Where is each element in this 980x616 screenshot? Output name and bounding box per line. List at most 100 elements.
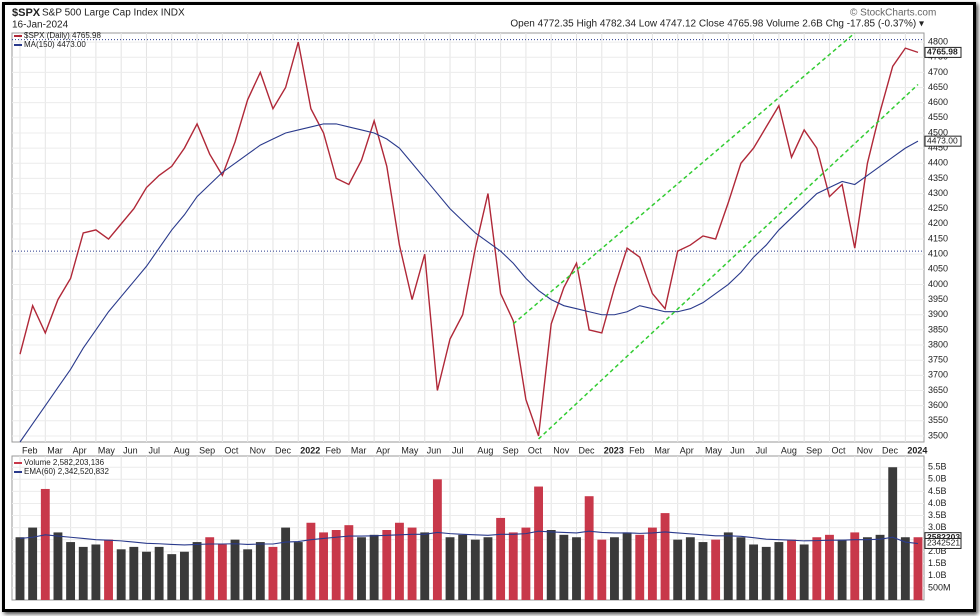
volume-bar — [357, 537, 366, 600]
x-tick-label: Dec — [579, 445, 596, 455]
volume-bar — [142, 551, 151, 600]
volume-bar — [255, 542, 265, 600]
index-name: S&P 500 Large Cap Index INDX — [42, 8, 185, 19]
volume-bar — [711, 539, 721, 600]
volume-bar — [167, 554, 177, 600]
y-tick-label: 3750 — [928, 355, 948, 365]
y-tick-label: 4450 — [928, 143, 948, 153]
price-panel — [11, 32, 925, 443]
y-tick-label: 4700 — [928, 67, 948, 77]
x-tick-label: Dec — [275, 445, 292, 455]
x-tick-label: Mar — [47, 445, 63, 455]
volume-bar — [243, 549, 253, 600]
x-tick-label: Sep — [199, 445, 215, 455]
x-tick-label: Jul — [452, 445, 464, 455]
y-tick-label: 500M — [928, 582, 951, 592]
y-tick-label: 3950 — [928, 294, 948, 304]
x-tick-label: Oct — [224, 445, 239, 455]
watermark: © StockCharts.com — [850, 8, 936, 19]
volume-bar — [382, 530, 392, 600]
y-tick-label: 4500 — [928, 127, 948, 137]
x-tick-label: Aug — [781, 445, 797, 455]
series-line — [19, 41, 919, 437]
y-tick-label: 3500 — [928, 430, 948, 440]
volume-bar — [660, 513, 670, 600]
volume-bar — [610, 537, 619, 600]
axis-tag — [924, 135, 962, 147]
x-tick-label: Mar — [654, 445, 670, 455]
y-tick-label: 4.0B — [928, 498, 947, 508]
volume-bar — [268, 546, 278, 600]
volume-bar — [91, 544, 101, 600]
y-tick-label: 3550 — [928, 415, 948, 425]
volume-bar — [445, 537, 455, 600]
y-tick-label: 3850 — [928, 324, 948, 334]
volume-bar — [129, 546, 139, 600]
axis-tag-label: 2582203 — [927, 532, 960, 542]
y-tick-label: 4400 — [928, 158, 948, 168]
legend-entry: EMA(60) 2,342,520,832 — [24, 467, 109, 476]
volume-bar — [420, 532, 430, 600]
volume-bar — [787, 539, 796, 600]
y-tick-label: 3650 — [928, 385, 948, 395]
volume-bar — [723, 532, 733, 600]
legend-entry: Volume 2,582,203,136 — [24, 458, 105, 467]
volume-bar — [572, 537, 581, 600]
y-tick-label: 4050 — [928, 264, 948, 274]
symbol: $SPX — [12, 7, 41, 19]
x-tick-label: Nov — [250, 445, 267, 455]
volume-bar — [344, 525, 354, 600]
y-tick-label: 1.0B — [928, 570, 947, 580]
y-tick-label: 3800 — [928, 339, 948, 349]
volume-bar — [28, 527, 38, 600]
x-tick-label: Feb — [22, 445, 38, 455]
x-tick-label: Apr — [376, 445, 390, 455]
volume-bar — [230, 539, 240, 600]
volume-bar — [761, 546, 771, 600]
x-tick-label: Feb — [326, 445, 342, 455]
x-tick-label: Feb — [629, 445, 645, 455]
volume-bar — [369, 534, 379, 600]
volume-bar — [40, 488, 50, 600]
x-tick-label: May — [705, 445, 723, 455]
axis-tag-label: 4765.98 — [927, 47, 958, 57]
y-tick-label: 1.5B — [928, 558, 947, 568]
x-tick-label: Aug — [477, 445, 493, 455]
volume-bar — [862, 537, 872, 600]
y-tick-label: 4600 — [928, 97, 948, 107]
axis-tag-label: 2342521 — [927, 538, 960, 548]
x-tick-label: Jun — [427, 445, 442, 455]
volume-bar — [584, 496, 594, 600]
volume-bar — [774, 542, 784, 600]
volume-bar — [331, 530, 341, 600]
volume-bar — [458, 534, 468, 600]
volume-bar — [179, 551, 189, 600]
volume-bar — [647, 527, 657, 600]
x-tick-label: Aug — [174, 445, 190, 455]
volume-bar — [622, 532, 632, 600]
volume-bar — [736, 537, 746, 600]
y-tick-label: 5.5B — [928, 462, 947, 472]
y-tick-label: 4350 — [928, 173, 948, 183]
volume-bar — [116, 549, 126, 600]
volume-bar — [508, 532, 518, 600]
volume-bar — [875, 534, 885, 600]
series-line — [19, 123, 919, 443]
x-tick-label: Jun — [730, 445, 745, 455]
volume-bar — [673, 539, 683, 600]
y-tick-label: 3900 — [928, 309, 948, 319]
volume-bar — [888, 467, 898, 600]
y-tick-label: 4000 — [928, 279, 948, 289]
volume-bar — [192, 542, 202, 600]
volume-bar — [799, 544, 809, 600]
volume-bar — [395, 522, 404, 600]
x-tick-label: Sep — [806, 445, 822, 455]
x-tick-label: Apr — [73, 445, 87, 455]
volume-bar — [483, 537, 493, 600]
volume-bar — [837, 539, 847, 600]
volume-bar — [850, 532, 860, 600]
volume-bar — [154, 546, 164, 600]
